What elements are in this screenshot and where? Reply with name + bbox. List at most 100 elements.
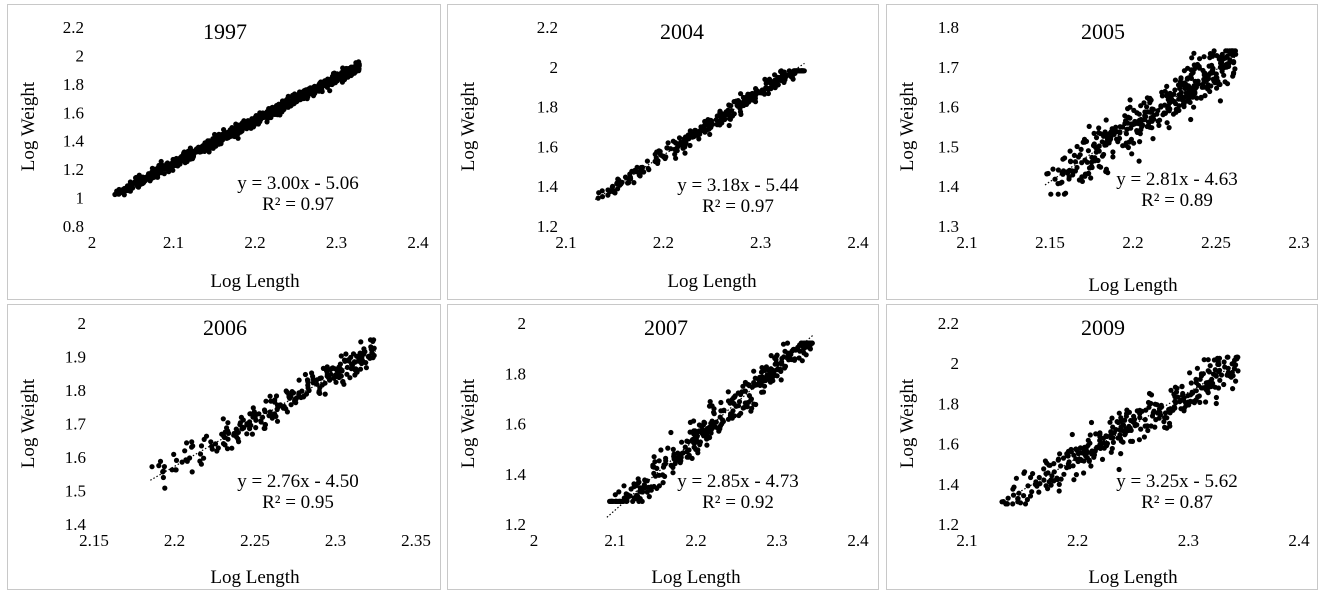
data-point: [1099, 139, 1105, 145]
data-point: [782, 365, 788, 371]
data-point: [670, 470, 676, 476]
data-points: [999, 354, 1241, 507]
data-point: [348, 366, 354, 372]
data-point: [1061, 471, 1067, 477]
data-point: [138, 175, 144, 181]
data-point: [1162, 410, 1169, 416]
data-point: [283, 388, 289, 394]
data-point: [1123, 131, 1129, 137]
data-point: [1148, 115, 1154, 121]
data-point: [1205, 390, 1211, 396]
data-point: [1162, 88, 1168, 94]
data-point: [1109, 126, 1115, 132]
data-point: [1030, 471, 1036, 477]
data-point: [1010, 492, 1017, 498]
data-point: [1177, 79, 1183, 85]
data-point: [772, 355, 778, 361]
data-point: [607, 498, 613, 504]
chart-panel-1997: 1997 0.8 1 1.2 1.4 1.6 1.8 2 2.2 2 2.1 2.2 2.3 2.4 Log…: [7, 4, 441, 300]
data-point: [258, 419, 264, 425]
data-point: [1165, 106, 1171, 112]
data-point: [1024, 497, 1030, 503]
data-point: [718, 399, 724, 406]
trendline-equation: y = 2.81x - 4.63: [1116, 169, 1238, 190]
x-tick-label: 2.1: [956, 531, 977, 550]
data-point: [224, 425, 230, 431]
data-point: [1110, 154, 1116, 160]
chart-title: 2005: [1081, 19, 1125, 44]
data-point: [786, 357, 792, 363]
data-point: [1139, 408, 1145, 414]
data-point: [316, 388, 322, 394]
data-point: [1207, 363, 1213, 369]
data-point: [1216, 355, 1223, 361]
trendline-equation: y = 3.25x - 5.62: [1116, 471, 1238, 492]
data-point: [233, 426, 239, 432]
data-point: [781, 79, 787, 85]
y-tick-label: 2: [78, 314, 87, 333]
data-point: [1046, 462, 1052, 468]
data-point: [1171, 405, 1177, 411]
data-point: [1129, 151, 1135, 157]
data-point: [1043, 483, 1049, 489]
data-point: [614, 181, 620, 187]
data-point: [1130, 419, 1136, 425]
data-point: [225, 420, 231, 426]
data-point: [1122, 120, 1128, 127]
data-point: [198, 443, 205, 449]
data-point: [204, 141, 210, 147]
trendline-equation: y = 2.85x - 4.73: [677, 471, 799, 492]
data-point: [1194, 365, 1200, 371]
x-axis-label: Log Length: [1088, 275, 1178, 296]
data-point: [1004, 501, 1010, 507]
data-point: [1056, 488, 1062, 494]
data-point: [1198, 94, 1204, 100]
data-point: [156, 463, 162, 469]
data-point: [296, 377, 302, 383]
data-point: [339, 368, 345, 374]
data-point: [792, 356, 798, 362]
data-point: [1190, 390, 1196, 396]
data-point: [1129, 438, 1136, 444]
data-point: [1136, 437, 1142, 443]
data-point: [1092, 155, 1098, 161]
data-point: [1173, 400, 1179, 406]
trendline: [999, 362, 1239, 504]
data-point: [1088, 463, 1094, 469]
data-point: [1097, 437, 1103, 444]
data-point: [1063, 190, 1069, 196]
data-point: [704, 442, 710, 448]
data-point: [1214, 85, 1220, 91]
data-point: [738, 111, 744, 117]
data-point: [1186, 402, 1192, 408]
data-point: [704, 436, 710, 442]
data-point: [1036, 474, 1042, 481]
data-point: [352, 372, 358, 378]
data-point: [702, 420, 708, 426]
data-point: [1156, 122, 1162, 128]
data-point: [1131, 140, 1137, 146]
data-point: [1110, 149, 1116, 155]
data-point: [1146, 390, 1153, 397]
data-point: [720, 418, 726, 425]
data-point: [327, 79, 333, 86]
data-point: [736, 399, 743, 405]
data-point: [1142, 109, 1148, 115]
data-point: [161, 464, 167, 470]
data-point: [1204, 77, 1210, 83]
data-point: [1015, 499, 1021, 505]
data-point: [746, 383, 752, 389]
data-point: [302, 371, 308, 378]
data-point: [725, 398, 732, 404]
data-point: [784, 340, 791, 346]
data-point: [664, 145, 670, 151]
x-tick-label: 2.2: [653, 233, 674, 252]
data-point: [1217, 367, 1223, 373]
data-point: [744, 404, 750, 410]
data-point: [1213, 400, 1219, 407]
data-point: [644, 489, 650, 495]
data-point: [682, 444, 688, 450]
data-point: [640, 489, 646, 495]
data-point: [759, 365, 765, 371]
data-point: [646, 494, 652, 500]
